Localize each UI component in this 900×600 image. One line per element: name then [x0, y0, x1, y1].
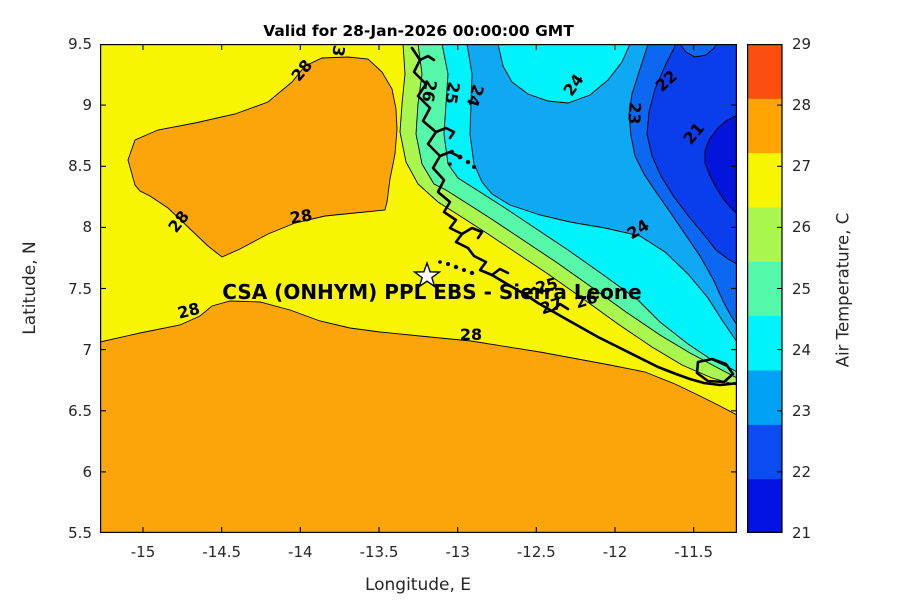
- colorbar-ticks: [777, 104, 782, 473]
- y-tick: 5.5: [68, 524, 92, 542]
- contour-value-label: 26: [418, 78, 441, 103]
- colorbar-band: [748, 44, 782, 99]
- colorbar-band: [748, 152, 782, 208]
- x-tick: -11.5: [674, 543, 714, 561]
- fill-24-25-tongue: [497, 44, 631, 104]
- colorbar-band: [748, 98, 782, 154]
- colorbar-band: [748, 370, 782, 425]
- map-annotation: CSA (ONHYM) PPL EBS - Sierra Leone: [222, 280, 641, 304]
- cbar-tick: 26: [792, 218, 812, 236]
- y-tick: 7: [82, 341, 92, 359]
- contour-value-label: 3: [328, 44, 349, 58]
- cbar-tick: 29: [792, 35, 812, 53]
- x-tick: -15: [130, 543, 156, 561]
- y-tick: 6: [82, 463, 92, 481]
- fill-above-28-south: [100, 300, 737, 533]
- colorbar-bands: [748, 44, 782, 533]
- colorbar-band: [748, 261, 782, 317]
- y-tick: 8: [82, 218, 92, 236]
- colorbar-border: [747, 44, 783, 533]
- colorbar-band: [748, 207, 782, 262]
- contour-value-label: 28: [288, 205, 313, 228]
- x-tick: -14: [288, 543, 313, 561]
- y-tick: 6.5: [68, 402, 92, 420]
- cbar-tick: 25: [792, 279, 812, 298]
- coastline: [410, 46, 737, 387]
- cbar-tick: 23: [792, 402, 812, 420]
- x-tick: -12.5: [516, 543, 556, 561]
- y-tick: 8.5: [68, 157, 92, 175]
- y-tick: 9.5: [68, 35, 92, 53]
- fill-21-22: [646, 44, 737, 265]
- colorbar-band: [748, 315, 782, 371]
- contour-value-label: 28: [460, 325, 482, 344]
- fill-below-21: [704, 114, 737, 215]
- contour-value-label: 28: [176, 299, 202, 323]
- cbar-tick: 28: [792, 96, 812, 114]
- cbar-tick: 27: [792, 157, 812, 175]
- contour-value-label: 23: [624, 102, 644, 125]
- x-tick: -13: [445, 543, 470, 561]
- y-tick: 9: [82, 96, 92, 114]
- cbar-tick: 21: [792, 524, 812, 542]
- colorbar: [747, 44, 783, 533]
- fill-22-23-notch: [679, 44, 718, 58]
- y-axis-label: Latitude, N: [20, 241, 40, 335]
- x-tick: -12: [602, 543, 628, 561]
- cbar-tick: 24: [792, 341, 812, 359]
- fill-above-28-pocket: [127, 56, 398, 258]
- y-tick: 7.5: [68, 279, 92, 298]
- colorbar-band: [748, 478, 782, 533]
- contour-value-label: 25: [441, 80, 464, 105]
- cbar-tick: 22: [792, 463, 812, 481]
- star-marker: [412, 260, 442, 289]
- x-axis-label: Longitude, E: [364, 575, 472, 595]
- coastal-islands: [438, 149, 476, 276]
- colorbar-band: [748, 424, 782, 480]
- x-tick: -14.5: [202, 543, 242, 561]
- figure-title: Valid for 28-Jan-2026 00:00:00 GMT: [263, 22, 574, 40]
- plot-border: [100, 44, 737, 533]
- x-tick: -13.5: [359, 543, 399, 561]
- colorbar-label: Air Temperature, C: [833, 212, 853, 368]
